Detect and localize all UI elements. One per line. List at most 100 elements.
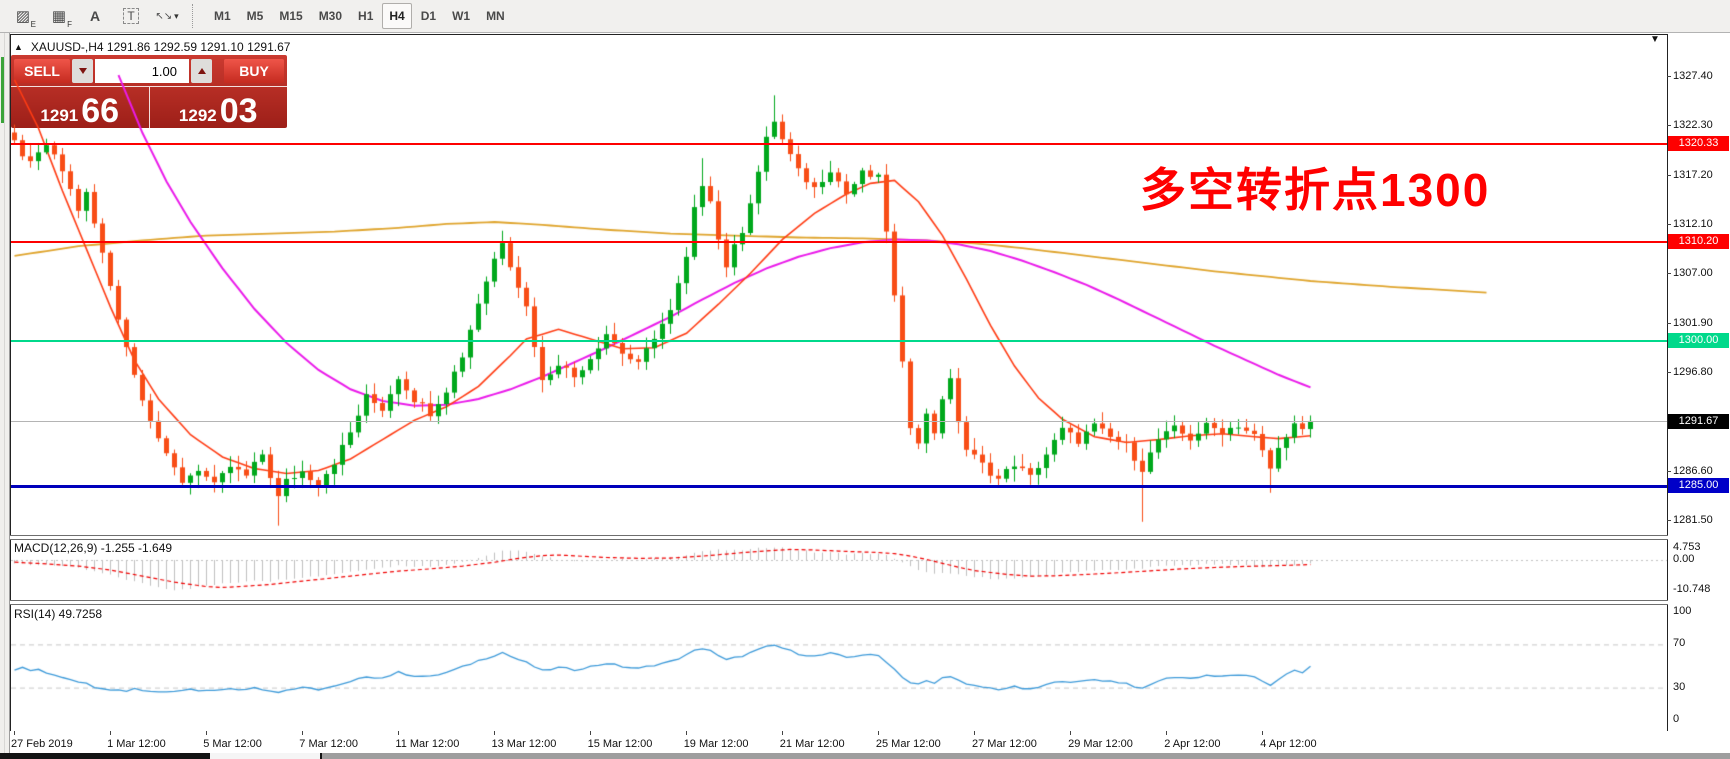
timeframe-button-M15[interactable]: M15 <box>272 3 309 29</box>
price-badge-1320.33: 1320.33 <box>1668 136 1729 152</box>
axis-tick-mark <box>1667 470 1671 472</box>
time-tick-mark <box>590 731 591 735</box>
axis-tick-mark <box>1667 174 1671 176</box>
letter-t-icon: T <box>123 8 139 24</box>
time-tick-mark <box>974 731 975 735</box>
toolbar-tools: ▨ E ▦ F A T ↖↘ ▾ <box>0 3 182 29</box>
time-axis-label: 7 Mar 12:00 <box>299 738 358 750</box>
timeframe-button-H1[interactable]: H1 <box>351 3 380 29</box>
price-badge-1300.00: 1300.00 <box>1668 332 1729 348</box>
time-tick-mark <box>1166 731 1167 735</box>
axis-tick-mark <box>1667 322 1671 324</box>
rsi-axis-30: 30 <box>1673 681 1686 693</box>
timeframe-button-M1[interactable]: M1 <box>207 3 238 29</box>
axis-tick-mark <box>1667 273 1671 275</box>
left-panel-edge <box>0 33 10 759</box>
price-axis-line <box>1667 34 1668 731</box>
macd-axis-zero: 0.00 <box>1673 553 1695 565</box>
cursor-modes-dropdown[interactable]: ↖↘ ▾ <box>152 3 182 29</box>
axis-tick-mark <box>1667 125 1671 127</box>
timeframe-button-M30[interactable]: M30 <box>312 3 349 29</box>
timeframe-button-W1[interactable]: W1 <box>445 3 477 29</box>
time-axis[interactable] <box>10 731 1668 753</box>
text-box-icon[interactable]: T <box>116 3 146 29</box>
price-badge-1285.00: 1285.00 <box>1668 478 1729 493</box>
bottom-bar-segment-light <box>210 753 320 759</box>
time-axis-label: 5 Mar 12:00 <box>203 738 262 750</box>
axis-tick-mark <box>1667 76 1671 77</box>
time-axis-label: 4 Apr 12:00 <box>1260 738 1317 750</box>
price-axis-tick: 1296.80 <box>1673 365 1713 378</box>
resistance-line-1320[interactable] <box>11 143 1667 145</box>
hatch-icon: ▨ <box>15 8 31 25</box>
cursor-arrows-icon: ↖↘ <box>155 10 173 22</box>
chart-shift-marker-icon[interactable]: ▼ <box>1650 34 1660 45</box>
time-tick-mark <box>206 731 207 735</box>
chevron-down-icon: ▾ <box>174 10 179 21</box>
macd-axis-max: 4.753 <box>1673 541 1701 553</box>
time-axis-label: 25 Mar 12:00 <box>875 738 941 750</box>
icon-sub-label: E <box>30 20 36 29</box>
support-line-1285[interactable] <box>11 485 1667 488</box>
timeframe-button-H4[interactable]: H4 <box>382 3 412 29</box>
rsi-axis-100: 100 <box>1673 605 1692 617</box>
price-axis-tick: 1286.60 <box>1673 464 1713 477</box>
price-badge-1310.20: 1310.20 <box>1668 234 1729 250</box>
current-price-line <box>11 421 1667 422</box>
grid-icon: ▦ <box>51 8 67 25</box>
price-axis-tick: 1281.50 <box>1673 513 1713 526</box>
letter-a-icon: A <box>89 8 101 24</box>
time-tick-mark <box>398 731 399 735</box>
time-tick-mark <box>302 731 303 735</box>
time-axis-label: 2 Apr 12:00 <box>1164 738 1221 750</box>
timeframe-button-MN[interactable]: MN <box>479 3 512 29</box>
annotation-text[interactable]: 多空转折点1300 <box>1140 164 1491 216</box>
time-tick-mark <box>782 731 783 735</box>
price-axis-tick: 1317.20 <box>1673 168 1713 181</box>
time-axis-label: 27 Feb 2019 <box>11 738 73 750</box>
chart-top-border <box>10 34 1667 35</box>
time-axis-label: 29 Mar 12:00 <box>1068 738 1133 750</box>
panel-divider <box>4 33 5 759</box>
grid-stamp-icon[interactable]: ▦ F <box>44 3 74 29</box>
price-axis-tick: 1307.00 <box>1673 267 1713 280</box>
axis-tick-mark <box>1667 223 1671 225</box>
time-tick-mark <box>1262 731 1263 735</box>
icon-sub-label: F <box>67 20 72 29</box>
axis-tick-mark <box>1667 519 1671 521</box>
price-chart-canvas[interactable] <box>11 35 1667 535</box>
pivot-line-1300[interactable] <box>11 340 1667 342</box>
price-axis[interactable] <box>1668 34 1730 753</box>
timeframe-button-M5[interactable]: M5 <box>240 3 271 29</box>
timeframe-group: M1 M5 M15 M30 H1 H4 D1 W1 MN <box>207 3 512 29</box>
time-axis-label: 15 Mar 12:00 <box>587 738 653 750</box>
axis-tick-mark <box>1667 371 1671 373</box>
price-axis-tick: 1312.10 <box>1673 217 1713 230</box>
bottom-bar-segment-gray <box>322 753 1730 759</box>
time-tick-mark <box>110 731 111 735</box>
time-axis-label: 27 Mar 12:00 <box>972 738 1037 750</box>
toolbar-separator <box>192 4 199 28</box>
price-axis-tick: 1301.90 <box>1673 316 1713 329</box>
toolbar: ▨ E ▦ F A T ↖↘ ▾ M1 M5 M15 M30 H1 H4 D1 W1 MN <box>0 0 1730 33</box>
macd-axis-min: -10.748 <box>1673 583 1711 595</box>
text-label-icon[interactable]: A <box>80 3 110 29</box>
macd-indicator-canvas[interactable] <box>11 538 1667 600</box>
resistance-line-1310[interactable] <box>11 241 1667 243</box>
timeframe-button-D1[interactable]: D1 <box>414 3 443 29</box>
time-axis-label: 1 Mar 12:00 <box>107 738 166 750</box>
price-badge-1291.67: 1291.67 <box>1668 413 1729 429</box>
indicator-stamp-icon[interactable]: ▨ E <box>8 3 38 29</box>
chart-left-border <box>10 34 11 731</box>
bottom-bar <box>0 753 1730 759</box>
rsi-axis-70: 70 <box>1673 637 1686 649</box>
time-tick-mark <box>686 731 687 735</box>
time-tick-mark <box>878 731 879 735</box>
time-axis-label: 13 Mar 12:00 <box>491 738 557 750</box>
time-tick-mark <box>14 731 15 735</box>
price-axis-tick: 1322.30 <box>1673 119 1713 132</box>
rsi-indicator-canvas[interactable] <box>11 603 1667 731</box>
rsi-label: RSI(14) 49.7258 <box>14 607 103 621</box>
time-tick-mark <box>494 731 495 735</box>
